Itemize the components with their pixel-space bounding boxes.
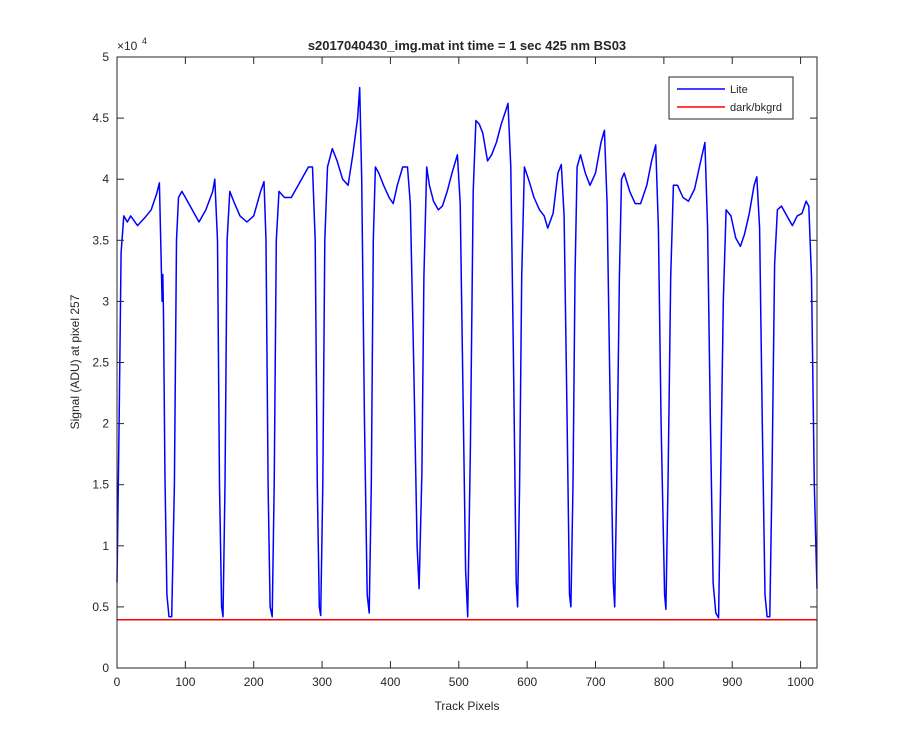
y-tick-label: 2.5 [92, 356, 109, 370]
y-tick-label: 5 [102, 50, 109, 64]
x-tick-label: 700 [586, 675, 606, 689]
x-tick-label: 0 [114, 675, 121, 689]
chart-title: s2017040430_img.mat int time = 1 sec 425… [308, 38, 626, 53]
y-tick-label: 0 [102, 661, 109, 675]
legend-box [668, 76, 794, 120]
y-tick-label: 1.5 [92, 478, 109, 492]
x-tick-label: 200 [244, 675, 264, 689]
y-exponent-power: 4 [142, 36, 147, 46]
plot-area [117, 57, 817, 668]
legend-label-dark: dark/bkgrd [730, 102, 782, 114]
y-axis: 0 0.5 1 1.5 2 2.5 3 3.5 4 4.5 5 [92, 50, 817, 675]
x-tick-label: 800 [654, 675, 674, 689]
y-tick-label: 2 [102, 417, 109, 431]
x-tick-label: 400 [380, 675, 400, 689]
x-tick-label: 300 [312, 675, 332, 689]
x-axis-label: Track Pixels [435, 699, 500, 713]
y-tick-label: 0.5 [92, 600, 109, 614]
y-tick-label: 1 [102, 539, 109, 553]
x-tick-label: 1000 [787, 675, 814, 689]
x-tick-label: 500 [449, 675, 469, 689]
series-layer [116, 86, 818, 621]
x-axis: 0 100 200 300 400 500 600 700 800 900 1000 [114, 57, 814, 689]
y-exponent-base: ×10 [117, 39, 138, 53]
y-exponent: ×10 4 [117, 36, 147, 53]
legend: Lite dark/bkgrd [668, 76, 794, 120]
y-axis-label: Signal (ADU) at pixel 257 [68, 294, 82, 429]
x-tick-label: 100 [175, 675, 195, 689]
x-tick-label: 900 [722, 675, 742, 689]
y-tick-label: 3.5 [92, 233, 109, 247]
series-line-lite [116, 86, 818, 619]
y-tick-label: 4 [102, 172, 109, 186]
y-tick-label: 3 [102, 294, 109, 308]
legend-label-lite: Lite [730, 84, 748, 96]
y-tick-label: 4.5 [92, 111, 109, 125]
x-tick-label: 600 [517, 675, 537, 689]
